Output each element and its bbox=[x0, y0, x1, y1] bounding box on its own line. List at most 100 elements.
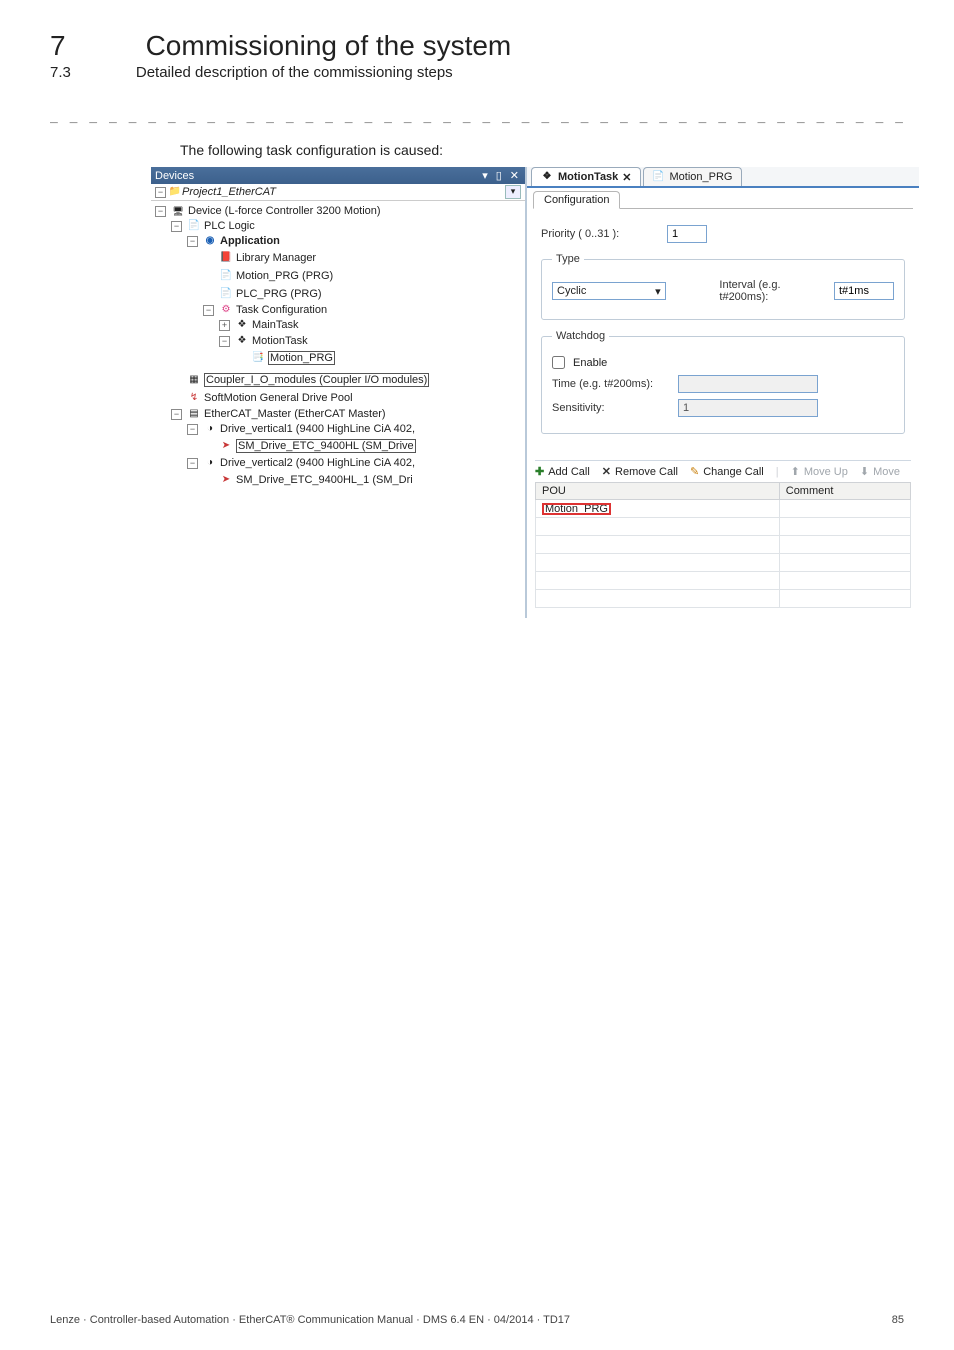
project-icon bbox=[168, 185, 182, 199]
arrow-down-icon: ⬇ bbox=[860, 465, 869, 478]
tree-coupler[interactable]: Coupler_I_O_modules (Coupler I/O modules… bbox=[204, 373, 429, 387]
chapter-number: 7 bbox=[50, 30, 66, 62]
tree-ethercat-master[interactable]: EtherCAT_Master (EtherCAT Master) bbox=[204, 408, 386, 420]
expand-toggle[interactable]: − bbox=[155, 206, 166, 217]
tree-task-config[interactable]: Task Configuration bbox=[236, 304, 327, 316]
devices-panel-title: Devices bbox=[155, 170, 476, 182]
remove-icon: ✕ bbox=[602, 465, 611, 478]
remove-call-button[interactable]: ✕Remove Call bbox=[602, 465, 678, 478]
move-down-button: ⬇Move bbox=[860, 465, 900, 478]
expand-toggle[interactable]: − bbox=[219, 336, 230, 347]
pou-col-header-comment[interactable]: Comment bbox=[779, 483, 910, 500]
tree-plc-logic[interactable]: PLC Logic bbox=[204, 220, 255, 232]
panel-close-icon[interactable]: ✕ bbox=[508, 169, 521, 182]
enable-label: Enable bbox=[573, 357, 607, 369]
table-row[interactable] bbox=[536, 518, 911, 536]
table-row[interactable]: Motion_PRG bbox=[536, 500, 911, 518]
project-dropdown-button[interactable]: ▾ bbox=[505, 185, 521, 199]
sensitivity-label: Sensitivity: bbox=[552, 402, 670, 414]
tree-drive-v1-sm[interactable]: SM_Drive_ETC_9400HL (SM_Drive bbox=[236, 439, 416, 453]
sm-drive-icon bbox=[219, 473, 233, 487]
tree-plc-prg[interactable]: PLC_PRG (PRG) bbox=[236, 288, 322, 300]
devices-panel: Devices ▾ ▯ ✕ − Project1_EtherCAT ▾ −Dev… bbox=[151, 167, 526, 618]
tab-motion-task-label: MotionTask bbox=[558, 171, 618, 183]
prg-icon bbox=[219, 269, 233, 283]
arrow-up-icon: ⬆ bbox=[791, 465, 800, 478]
project-node[interactable]: Project1_EtherCAT bbox=[182, 186, 276, 198]
devices-titlebar: Devices ▾ ▯ ✕ bbox=[151, 167, 525, 184]
tab-motion-prg[interactable]: Motion_PRG bbox=[643, 167, 742, 186]
device-tree: −Device (L-force Controller 3200 Motion)… bbox=[151, 201, 525, 497]
tree-device[interactable]: Device (L-force Controller 3200 Motion) bbox=[188, 205, 381, 217]
edit-icon: ✎ bbox=[690, 465, 699, 478]
type-legend: Type bbox=[552, 253, 584, 265]
panel-pin-icon[interactable]: ▯ bbox=[494, 169, 504, 182]
expand-toggle[interactable]: + bbox=[219, 320, 230, 331]
change-call-button[interactable]: ✎Change Call bbox=[690, 465, 764, 478]
device-icon bbox=[171, 204, 185, 218]
expand-toggle[interactable]: − bbox=[171, 409, 182, 420]
type-select[interactable]: Cyclic bbox=[552, 282, 666, 300]
tree-motion-prg[interactable]: Motion_PRG (PRG) bbox=[236, 270, 333, 282]
interval-label: Interval (e.g. t#200ms): bbox=[719, 279, 826, 303]
tree-library-manager[interactable]: Library Manager bbox=[236, 252, 316, 264]
priority-label: Priority ( 0..31 ): bbox=[541, 228, 659, 240]
task-icon bbox=[235, 318, 249, 332]
tree-main-task[interactable]: MainTask bbox=[252, 319, 298, 331]
section-number: 7.3 bbox=[50, 64, 71, 81]
sensitivity-input bbox=[678, 399, 818, 417]
task-icon bbox=[540, 170, 554, 184]
prg-icon bbox=[219, 287, 233, 301]
tab-motion-task[interactable]: MotionTask ✕ bbox=[531, 167, 641, 186]
page-header: 7 Commissioning of the system 7.3 Detail… bbox=[50, 30, 904, 81]
tree-motion-task[interactable]: MotionTask bbox=[252, 335, 308, 347]
enable-checkbox[interactable] bbox=[552, 356, 565, 369]
project-combo-row: − Project1_EtherCAT ▾ bbox=[151, 184, 525, 201]
interval-input[interactable] bbox=[834, 282, 894, 300]
pou-table: POU Comment Motion_PRG bbox=[535, 482, 911, 608]
add-call-button[interactable]: ✚Add Call bbox=[535, 465, 590, 478]
pou-col-header-pou[interactable]: POU bbox=[536, 483, 780, 500]
editor-tabs: MotionTask ✕ Motion_PRG bbox=[527, 167, 919, 188]
tree-motion-prg-pou[interactable]: Motion_PRG bbox=[268, 351, 335, 365]
expand-toggle[interactable]: − bbox=[187, 236, 198, 247]
prg-icon bbox=[652, 170, 666, 184]
tree-drive-v2-sm[interactable]: SM_Drive_ETC_9400HL_1 (SM_Dri bbox=[236, 474, 413, 486]
table-row[interactable] bbox=[536, 536, 911, 554]
expand-toggle[interactable]: − bbox=[171, 221, 182, 232]
time-label: Time (e.g. t#200ms): bbox=[552, 378, 670, 390]
application-icon bbox=[203, 234, 217, 248]
table-row[interactable] bbox=[536, 590, 911, 608]
table-row[interactable] bbox=[536, 572, 911, 590]
time-input bbox=[678, 375, 818, 393]
expand-toggle[interactable]: − bbox=[187, 458, 198, 469]
task-config-icon bbox=[219, 303, 233, 317]
tree-softmotion-pool[interactable]: SoftMotion General Drive Pool bbox=[204, 392, 353, 404]
pou-cell-name[interactable]: Motion_PRG bbox=[542, 503, 611, 515]
section-title: Detailed description of the commissionin… bbox=[136, 64, 453, 81]
expand-toggle[interactable]: − bbox=[203, 305, 214, 316]
tree-application[interactable]: Application bbox=[220, 235, 280, 247]
page-footer: Lenze · Controller-based Automation · Et… bbox=[50, 1314, 904, 1326]
expand-toggle[interactable]: − bbox=[155, 187, 166, 198]
tab-close-icon[interactable]: ✕ bbox=[622, 171, 631, 184]
tree-drive-v2[interactable]: Drive_vertical2 (9400 HighLine CiA 402, bbox=[220, 457, 415, 469]
config-panel: MotionTask ✕ Motion_PRG Configuration Pr… bbox=[526, 167, 919, 618]
task-icon bbox=[235, 334, 249, 348]
move-up-button: ⬆Move Up bbox=[791, 465, 848, 478]
type-group: Type Cyclic Interval (e.g. t#200ms): bbox=[541, 253, 905, 320]
drive-icon bbox=[203, 456, 217, 470]
ethercat-master-icon bbox=[187, 407, 201, 421]
config-form: Priority ( 0..31 ): Type Cyclic Interval… bbox=[527, 209, 919, 444]
chapter-title: Commissioning of the system bbox=[146, 30, 512, 62]
priority-input[interactable] bbox=[667, 225, 707, 243]
tree-drive-v1[interactable]: Drive_vertical1 (9400 HighLine CiA 402, bbox=[220, 423, 415, 435]
plus-icon: ✚ bbox=[535, 465, 544, 478]
table-row[interactable] bbox=[536, 554, 911, 572]
subtab-configuration[interactable]: Configuration bbox=[533, 191, 620, 209]
expand-toggle[interactable]: − bbox=[187, 424, 198, 435]
pou-cell-comment[interactable] bbox=[779, 500, 910, 518]
watchdog-group: Watchdog Enable Time (e.g. t#200ms): Sen… bbox=[541, 330, 905, 434]
panel-menu-icon[interactable]: ▾ bbox=[480, 169, 490, 182]
library-manager-icon bbox=[219, 251, 233, 265]
